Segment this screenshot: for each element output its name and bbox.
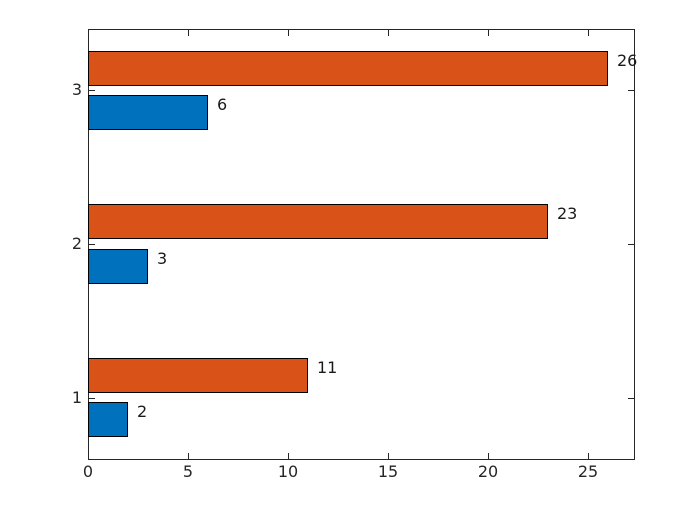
y-tick-label: 3: [71, 80, 82, 100]
y-tick-label: 1: [71, 387, 82, 407]
x-tick-top: [488, 30, 489, 36]
x-tick-label: 15: [377, 462, 399, 481]
bar-series-1-cat3: [88, 95, 208, 131]
x-tick: [388, 453, 389, 459]
y-tick-label: 2: [71, 234, 82, 253]
x-tick: [488, 453, 489, 459]
y-tick-right: [628, 397, 634, 399]
x-tick-label: 10: [277, 462, 299, 481]
plot-area: [88, 29, 635, 460]
bar-value-label: 11: [317, 357, 338, 377]
x-tick-top: [588, 30, 589, 36]
bar-value-label: 2: [137, 402, 148, 422]
x-tick: [288, 453, 289, 459]
x-tick: [588, 453, 589, 459]
bar-value-label: 26: [617, 50, 638, 70]
x-tick-top: [288, 30, 289, 36]
bar-series-1-cat1: [88, 402, 128, 438]
y-tick-right: [628, 90, 634, 92]
bar-value-label: 23: [557, 204, 578, 224]
bar-value-label: 3: [157, 248, 168, 268]
bar-series-1-cat2: [88, 248, 148, 284]
bar-series-2-cat3: [88, 50, 608, 86]
x-tick-top: [388, 30, 389, 36]
x-tick-label: 20: [477, 462, 499, 481]
y-tick: [89, 90, 95, 92]
x-tick-top: [88, 30, 89, 36]
bar-series-2-cat1: [88, 357, 308, 393]
y-tick: [89, 244, 95, 245]
x-tick: [188, 453, 189, 459]
x-tick-top: [188, 30, 189, 36]
x-tick-label: 0: [82, 462, 94, 481]
y-tick-right: [628, 244, 634, 245]
bar-value-label: 6: [217, 95, 228, 115]
x-tick: [88, 453, 89, 459]
y-tick: [89, 397, 95, 399]
x-tick-label: 5: [182, 462, 194, 481]
bar-series-2-cat2: [88, 204, 548, 240]
x-tick-label: 25: [577, 462, 599, 481]
